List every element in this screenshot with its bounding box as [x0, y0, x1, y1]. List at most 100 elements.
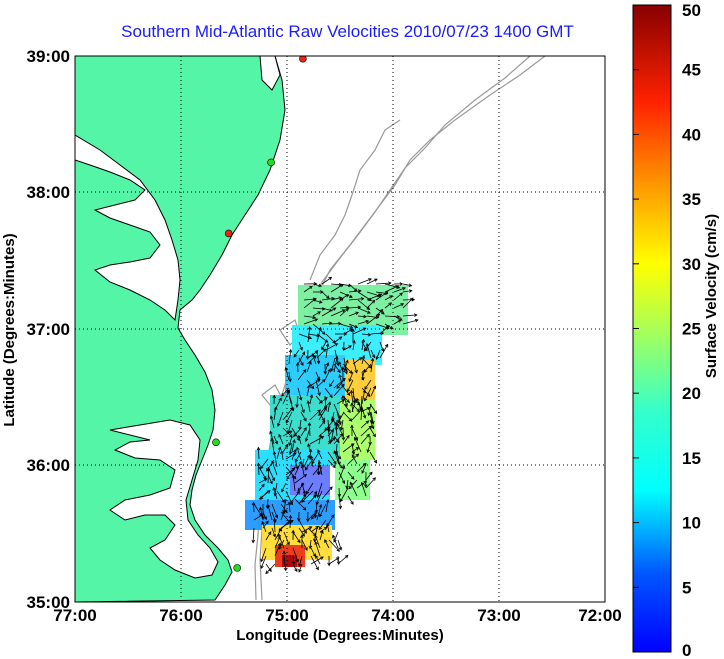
- velocity-arrow-head: [306, 454, 311, 459]
- velocity-arrow: [307, 400, 311, 413]
- velocity-arrow-head: [308, 526, 313, 530]
- velocity-arrow-head: [366, 306, 371, 310]
- velocity-arrow-head: [414, 318, 419, 323]
- velocity-arrow-head: [277, 446, 282, 451]
- velocity-arrow-head: [288, 451, 293, 456]
- velocity-arrow: [293, 349, 300, 358]
- velocity-arrow-head: [337, 369, 341, 374]
- velocity-arrow: [368, 403, 372, 416]
- velocity-arrow-head: [366, 433, 370, 438]
- velocity-arrow-head: [332, 534, 336, 539]
- velocity-arrow-head: [302, 506, 307, 511]
- colorbar-tick-label: 10: [682, 514, 701, 533]
- velocity-arrow: [258, 463, 260, 476]
- velocity-arrow-head: [326, 522, 330, 527]
- velocity-arrow: [305, 427, 311, 442]
- velocity-arrow-head: [319, 513, 323, 518]
- velocity-arrow-head: [298, 397, 303, 401]
- velocity-arrow-head: [282, 550, 286, 555]
- velocity-arrow-head: [291, 474, 296, 479]
- velocity-arrow-head: [316, 379, 321, 383]
- velocity-arrow: [294, 451, 302, 463]
- velocity-arrow-head: [362, 327, 367, 331]
- velocity-arrow: [311, 451, 320, 464]
- velocity-arrow: [360, 395, 363, 411]
- velocity-arrow-head: [338, 321, 342, 326]
- velocity-arrow-head: [274, 514, 279, 519]
- velocity-arrow-head: [368, 442, 372, 446]
- velocity-arrow: [369, 427, 376, 437]
- velocity-arrow-head: [345, 307, 350, 312]
- velocity-arrow: [330, 309, 345, 317]
- velocity-arrow-head: [367, 412, 371, 417]
- velocity-arrow: [347, 379, 354, 392]
- velocity-arrow-head: [292, 438, 296, 443]
- velocity-arrow: [348, 479, 358, 490]
- velocity-arrow-head: [259, 506, 263, 511]
- velocity-arrow: [352, 387, 355, 403]
- velocity-arrow-head: [327, 401, 332, 406]
- x-tick: 73:00: [477, 606, 520, 625]
- velocity-arrow-head: [256, 446, 261, 451]
- velocity-arrow: [292, 547, 299, 563]
- colorbar-tick-label: 30: [682, 255, 701, 274]
- velocity-arrow-head: [338, 296, 343, 300]
- velocity-arrow-head: [281, 510, 286, 515]
- velocity-arrow-head: [381, 311, 385, 315]
- velocity-arrow-head: [413, 313, 418, 317]
- velocity-arrow: [364, 363, 372, 373]
- velocity-arrow: [278, 434, 284, 445]
- velocity-arrow-head: [360, 481, 365, 486]
- velocity-arrow: [265, 563, 272, 572]
- velocity-arrow-head: [349, 328, 354, 332]
- velocity-arrow-head: [300, 362, 304, 366]
- velocity-arrow: [349, 482, 358, 497]
- velocity-arrow: [348, 290, 361, 293]
- velocity-arrow: [343, 328, 353, 335]
- velocity-arrow-head: [341, 309, 346, 313]
- velocity-arrow-head: [324, 396, 328, 401]
- velocity-arrow: [337, 555, 340, 565]
- velocity-arrow: [271, 503, 278, 518]
- velocity-arrow-head: [298, 460, 302, 465]
- velocity-arrow-head: [336, 439, 340, 444]
- velocity-arrow: [338, 495, 341, 509]
- velocity-arrow-head: [272, 486, 276, 491]
- velocity-arrow: [288, 349, 292, 365]
- velocity-arrow-head: [341, 437, 346, 441]
- velocity-arrow-head: [329, 486, 333, 490]
- velocity-arrow-head: [287, 430, 291, 435]
- velocity-arrow-head: [337, 455, 342, 460]
- velocity-arrow: [347, 471, 355, 480]
- velocity-arrow-head: [315, 554, 319, 559]
- velocity-arrow: [273, 397, 282, 413]
- velocity-arrow: [352, 340, 355, 351]
- velocity-arrow: [317, 449, 323, 460]
- velocity-arrow: [274, 536, 281, 549]
- velocity-arrow: [318, 420, 326, 429]
- velocity-arrow: [327, 402, 331, 413]
- velocity-arrow: [325, 499, 329, 513]
- velocity-arrow: [309, 422, 311, 437]
- velocity-arrow: [314, 503, 318, 518]
- velocity-arrow-head: [330, 368, 334, 372]
- velocity-arrow: [393, 287, 406, 293]
- velocity-arrow-head: [320, 529, 324, 534]
- x-tick: 74:00: [371, 606, 414, 625]
- velocity-arrow: [379, 341, 384, 352]
- velocity-arrow: [294, 458, 298, 469]
- velocity-arrow-head: [287, 501, 292, 506]
- velocity-arrow-head: [399, 282, 404, 286]
- velocity-arrow-head: [314, 350, 319, 354]
- velocity-arrow-head: [313, 355, 317, 359]
- velocity-arrow: [384, 302, 392, 309]
- velocity-arrow-head: [303, 427, 307, 431]
- velocity-arrow: [328, 557, 340, 565]
- velocity-arrow-head: [281, 499, 285, 503]
- velocity-arrow-head: [314, 534, 318, 539]
- velocity-arrow: [348, 312, 359, 317]
- velocity-arrow-head: [304, 438, 309, 442]
- colorbar-tick-label: 20: [682, 384, 701, 403]
- velocity-arrow: [317, 482, 323, 498]
- velocity-arrow: [273, 407, 277, 421]
